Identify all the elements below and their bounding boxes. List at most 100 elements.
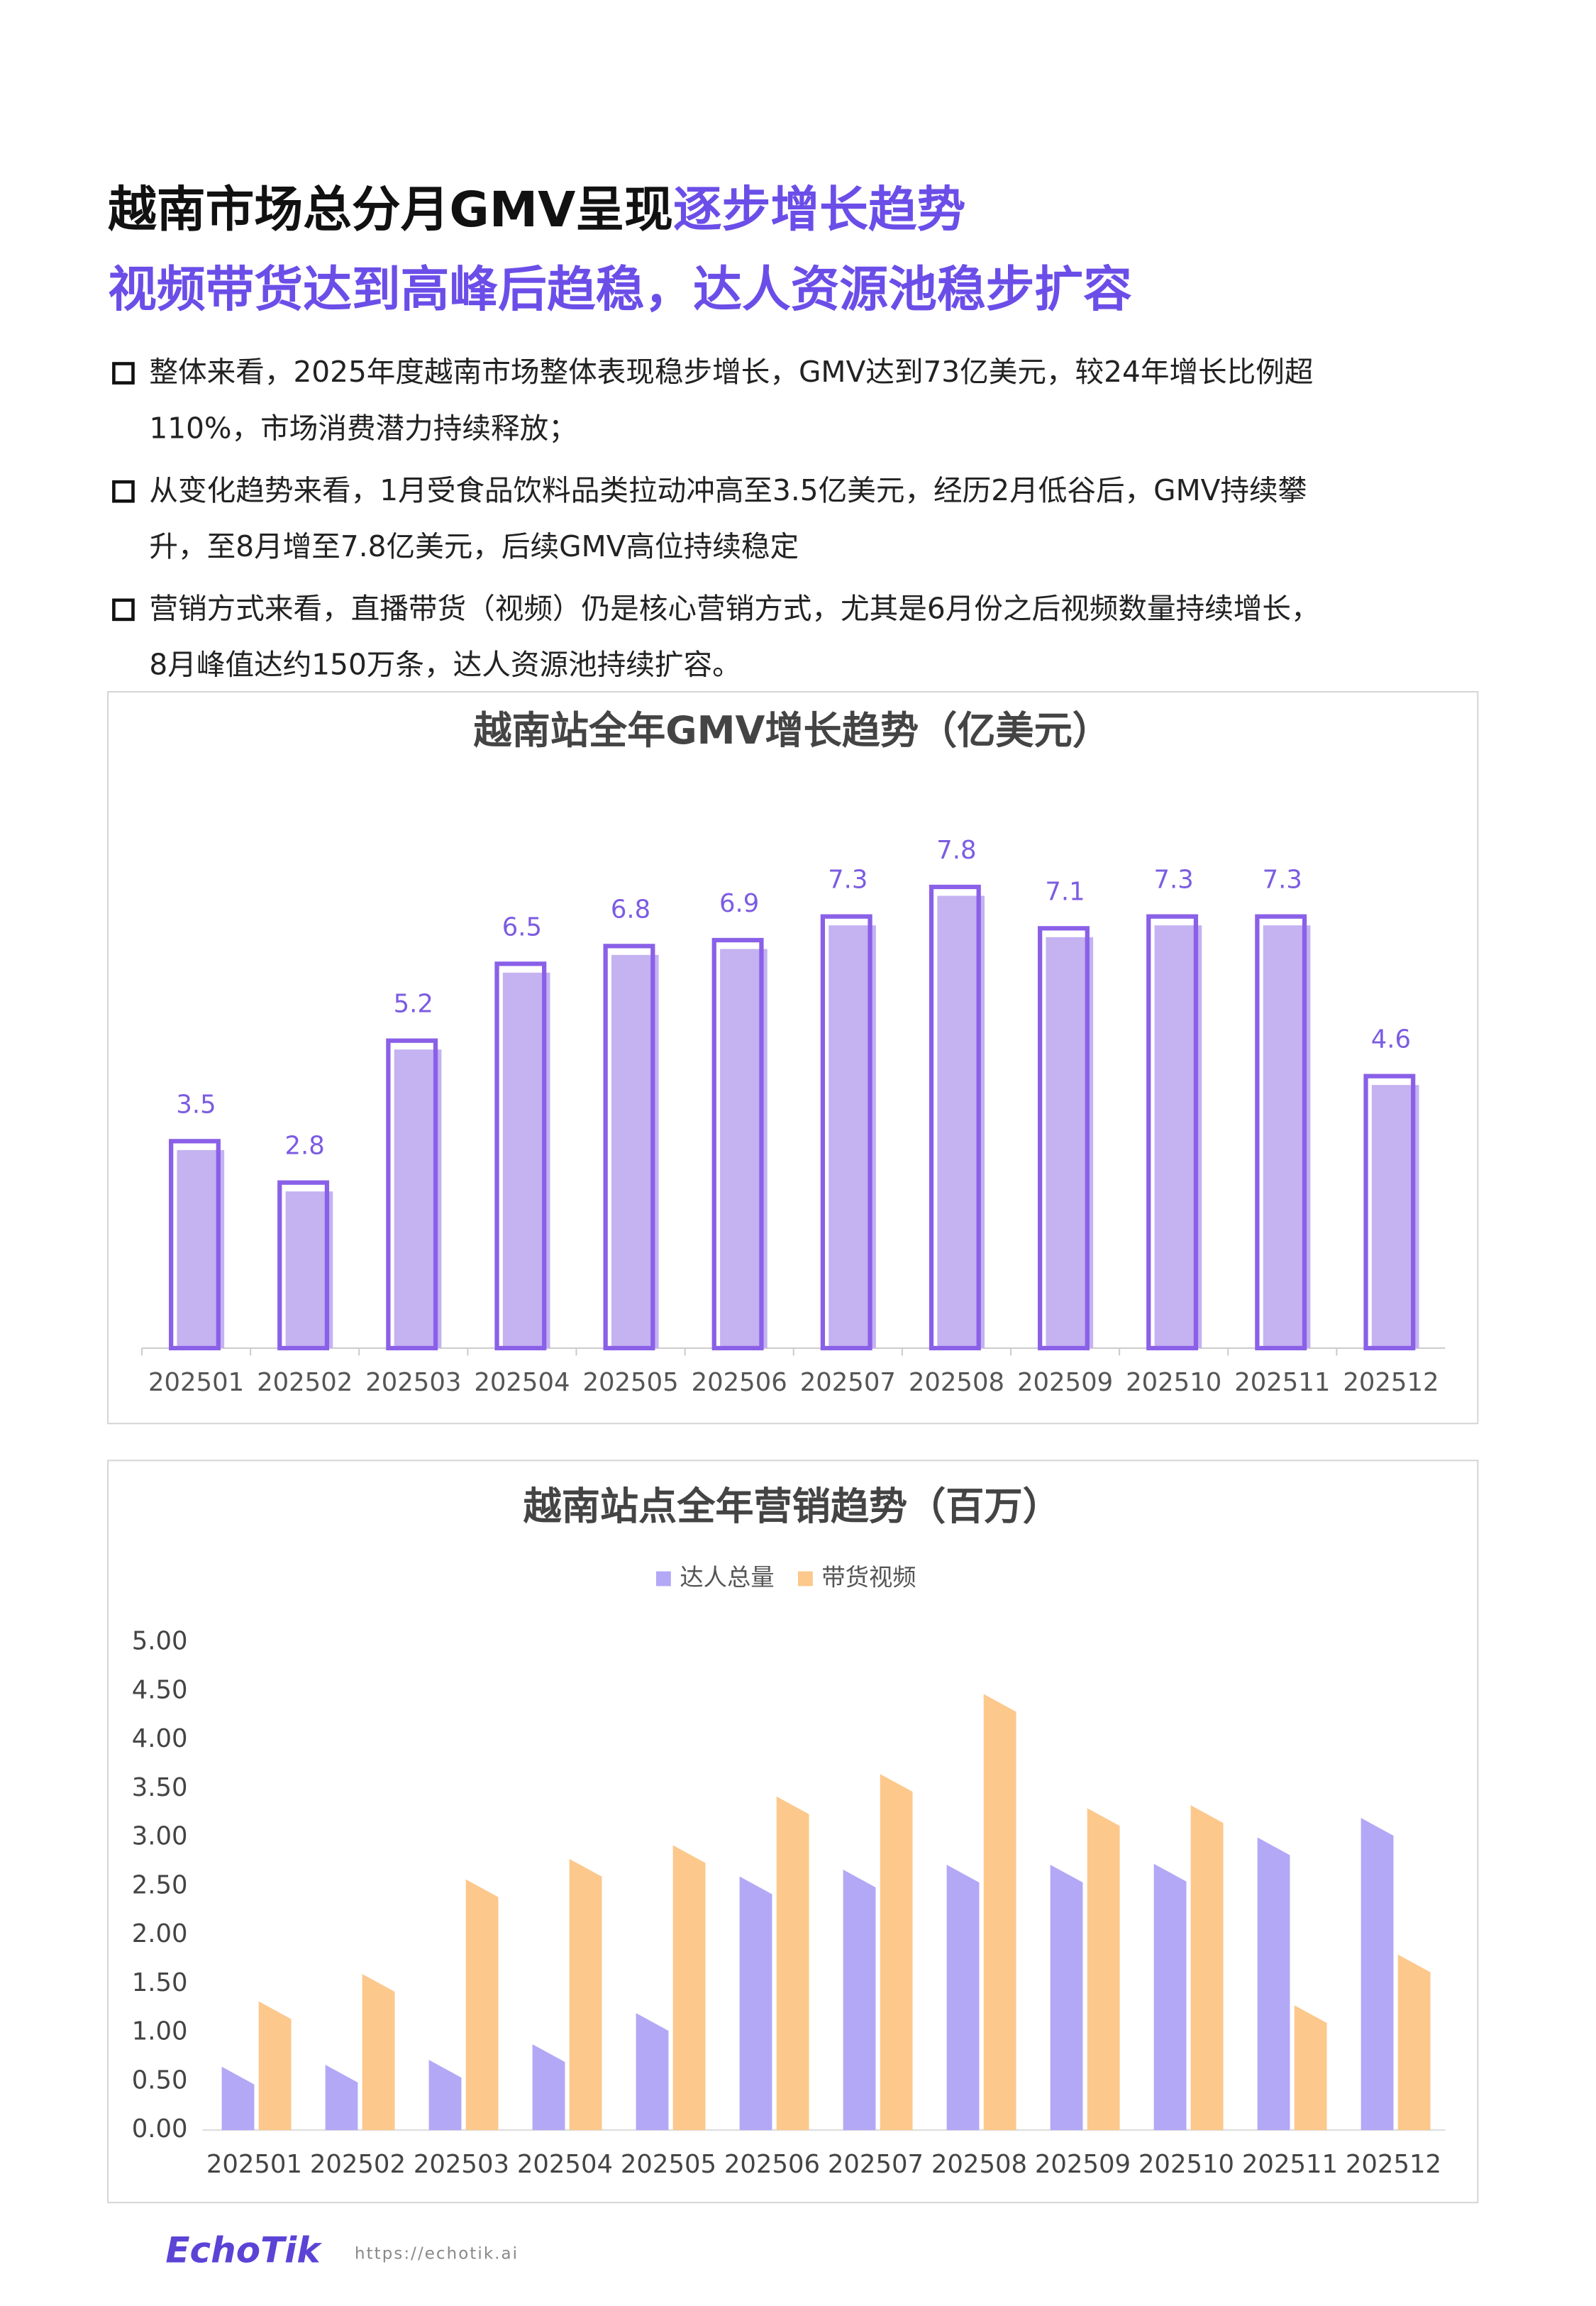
y-tick-label: 5.00 — [132, 1627, 188, 1656]
legend-swatch — [798, 1571, 813, 1587]
bar — [843, 1869, 876, 2131]
chart-title: 越南站点全年营销趋势（百万） — [523, 1484, 1061, 1529]
data-label: 4.6 — [1371, 1025, 1411, 1054]
headline-accent: 逐步增长趋势 — [673, 182, 965, 238]
data-label: 7.3 — [1263, 866, 1302, 895]
x-tick-label: 202507 — [800, 1368, 896, 1397]
data-label: 5.2 — [394, 990, 433, 1019]
data-label: 6.9 — [719, 889, 759, 918]
y-tick-label: 4.50 — [132, 1675, 188, 1704]
headline: 越南市场总分月GMV呈现逐步增长趋势 — [108, 182, 965, 238]
bar — [428, 2060, 462, 2131]
y-tick-label: 3.50 — [132, 1773, 188, 1802]
x-tick-label: 202509 — [1017, 1368, 1113, 1397]
y-tick-label: 2.50 — [132, 1870, 188, 1899]
bullet-text: 升，至8月增至7.8亿美元，后续GMV高位持续稳定 — [149, 529, 799, 563]
bar — [1087, 1808, 1120, 2131]
bar — [636, 2013, 669, 2131]
x-tick-label: 202510 — [1126, 1368, 1221, 1397]
bar — [569, 1858, 602, 2131]
bar-outline — [929, 884, 981, 1351]
bar — [1361, 1818, 1394, 2131]
bar — [672, 1845, 706, 2131]
x-tick-label: 202501 — [206, 2150, 302, 2179]
bar-outline — [277, 1180, 330, 1351]
bullet-box — [112, 480, 135, 503]
legend-label: 达人总量 — [680, 1564, 774, 1591]
data-label: 7.8 — [936, 836, 976, 865]
bar — [1257, 1837, 1290, 2131]
x-tick-label: 202502 — [310, 2150, 406, 2179]
bullet-text: 8月峰值达约150万条，达人资源池持续扩容。 — [149, 648, 741, 682]
bar-outline — [169, 1139, 221, 1351]
bar — [776, 1796, 809, 2131]
legend-label: 带货视频 — [821, 1564, 916, 1591]
x-tick-label: 202510 — [1138, 2150, 1234, 2179]
bar-outline — [711, 937, 764, 1351]
x-tick-label: 202503 — [414, 2150, 509, 2179]
bullet-text: 整体来看，2025年度越南市场整体表现稳步增长，GMV达到73亿美元，较24年增… — [149, 355, 1313, 389]
x-tick-label: 202511 — [1242, 2150, 1338, 2179]
bar — [325, 2064, 358, 2131]
url: https://echotik.ai — [355, 2245, 519, 2263]
bar — [221, 2066, 255, 2131]
x-tick-label: 202507 — [828, 2150, 924, 2179]
x-tick-label: 202501 — [148, 1368, 244, 1397]
y-tick-label: 1.50 — [132, 1968, 188, 1997]
bullet-text: 110%，市场消费潜力持续释放； — [149, 411, 577, 445]
headline-main: 越南市场总分月GMV呈现 — [108, 182, 673, 238]
bullet-box — [112, 362, 135, 385]
legend-swatch — [656, 1571, 671, 1587]
x-tick-label: 202506 — [692, 1368, 787, 1397]
y-tick-label: 3.00 — [132, 1822, 188, 1851]
data-label: 7.1 — [1045, 877, 1085, 906]
y-tick-label: 2.00 — [132, 1919, 188, 1948]
bar — [946, 1865, 980, 2131]
bar-outline — [603, 944, 655, 1351]
y-tick-label: 0.00 — [132, 2114, 188, 2144]
bar-outline — [494, 961, 547, 1351]
bar-outline — [1255, 914, 1307, 1351]
bar — [1050, 1865, 1083, 2131]
bar — [362, 1974, 395, 2131]
x-tick-label: 202506 — [724, 2150, 820, 2179]
bar — [1190, 1805, 1224, 2131]
bar — [532, 2044, 565, 2131]
chart-frame — [107, 690, 1479, 1425]
data-label: 6.8 — [611, 895, 650, 924]
chart-title: 越南站全年GMV增长趋势（亿美元） — [473, 708, 1110, 753]
bar-outline — [1038, 926, 1090, 1351]
logo: EchoTik — [165, 2230, 322, 2271]
x-tick-label: 202502 — [257, 1368, 353, 1397]
data-label: 7.3 — [828, 866, 868, 895]
bullet-text: 营销方式来看，直播带货（视频）仍是核心营销方式，尤其是6月份之后视频数量持续增长… — [149, 591, 1319, 625]
x-tick-label: 202512 — [1343, 1368, 1439, 1397]
bullet-box — [112, 598, 135, 622]
y-tick-label: 0.50 — [132, 2065, 188, 2095]
y-tick-label: 1.00 — [132, 2017, 188, 2046]
x-tick-label: 202511 — [1234, 1368, 1330, 1397]
data-label: 7.3 — [1154, 866, 1194, 895]
x-tick-label: 202508 — [931, 2150, 1027, 2179]
bar — [880, 1774, 913, 2131]
bar — [1397, 1954, 1431, 2131]
subheadline: 视频带货达到高峰后趋稳，达人资源池稳步扩容 — [108, 262, 1132, 319]
x-tick-label: 202512 — [1346, 2150, 1441, 2179]
bar — [258, 2001, 292, 2131]
data-label: 2.8 — [285, 1132, 325, 1161]
x-tick-label: 202504 — [474, 1368, 570, 1397]
bar — [739, 1876, 772, 2131]
data-label: 6.5 — [502, 912, 542, 942]
x-tick-label: 202509 — [1035, 2150, 1131, 2179]
x-tick-label: 202508 — [909, 1368, 1004, 1397]
bar-outline — [1146, 914, 1199, 1351]
bar — [983, 1694, 1016, 2131]
data-label: 3.5 — [176, 1090, 216, 1119]
x-tick-label: 202505 — [582, 1368, 678, 1397]
bar — [465, 1879, 499, 2131]
x-tick-label: 202505 — [621, 2150, 716, 2179]
bar-outline — [1363, 1074, 1416, 1351]
x-tick-label: 202503 — [365, 1368, 461, 1397]
